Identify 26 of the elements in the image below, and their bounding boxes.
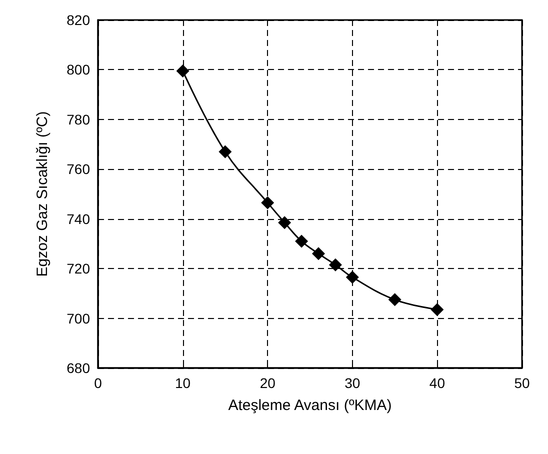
x-tick-label: 40 xyxy=(429,375,446,391)
point xyxy=(388,293,402,306)
point xyxy=(346,270,359,284)
y-axis-title: Egzoz Gaz Sıcaklığı (ºC) xyxy=(34,111,51,277)
y-tick-label: 700 xyxy=(66,310,90,326)
y-tick-label: 820 xyxy=(66,12,90,28)
x-tick-label: 50 xyxy=(514,375,530,391)
point xyxy=(278,216,292,230)
x-axis-title: Ateşleme Avansı (ºKMA) xyxy=(228,397,392,414)
y-tick-label: 800 xyxy=(66,62,90,78)
point xyxy=(328,258,342,272)
y-tick-label: 760 xyxy=(66,161,90,178)
x-tick-label: 0 xyxy=(94,375,102,391)
y-tick-label: 720 xyxy=(66,260,90,277)
y-tick-label: 740 xyxy=(66,210,90,227)
point xyxy=(430,303,444,316)
point xyxy=(176,64,190,78)
point xyxy=(218,145,232,158)
x-tick-label: 30 xyxy=(344,375,360,391)
point xyxy=(261,196,274,210)
x-tick-label: 20 xyxy=(260,375,276,391)
point xyxy=(295,234,308,248)
y-tick-label: 680 xyxy=(66,360,90,376)
y-tick-label: 780 xyxy=(66,111,90,128)
x-tick-label: 10 xyxy=(175,375,191,391)
point xyxy=(312,247,325,260)
